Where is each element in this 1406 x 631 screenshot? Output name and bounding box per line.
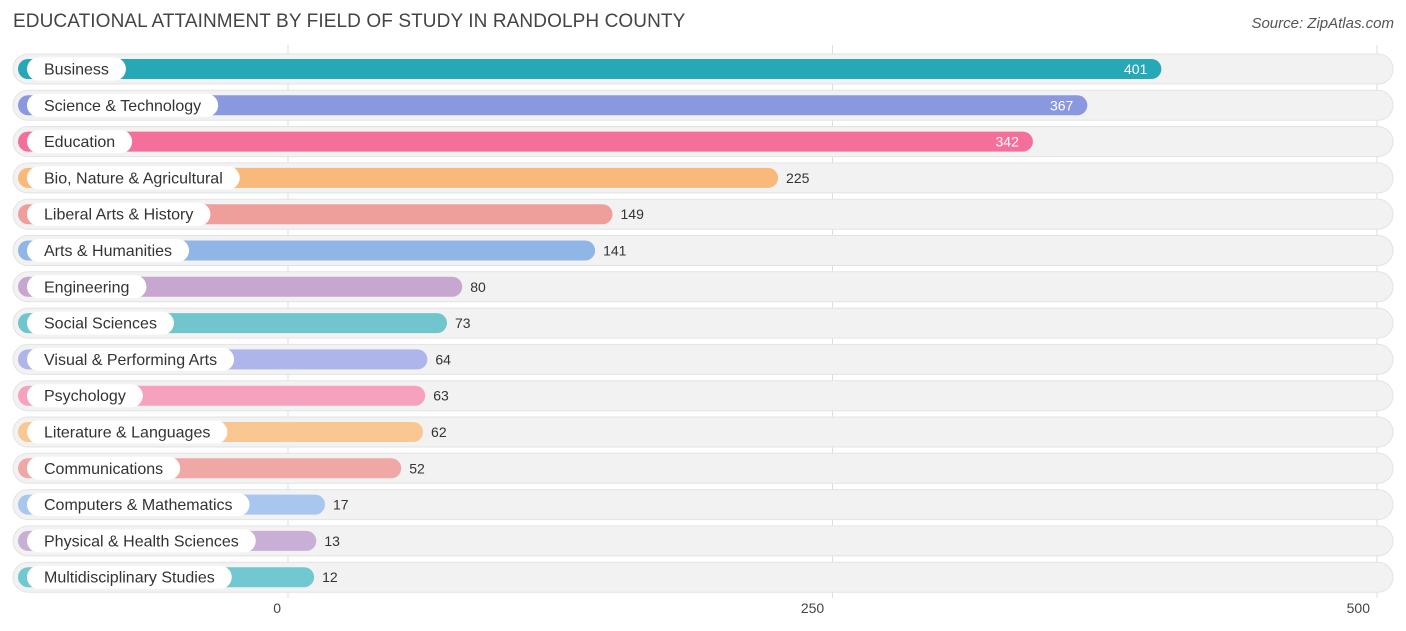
category-label-pill	[27, 166, 240, 190]
value-label: 367	[1050, 97, 1074, 113]
category-label-pill	[27, 202, 211, 226]
category-label-pill	[27, 529, 256, 553]
bar-row: Literature & Languages 62	[12, 416, 1394, 448]
category-label-pill	[27, 311, 174, 335]
bar-row: Business 401	[12, 53, 1394, 85]
bar-track	[12, 525, 1394, 557]
x-tick-label: 250	[801, 600, 825, 616]
bar-row: Education 342	[12, 126, 1394, 158]
value-label: 141	[603, 243, 627, 259]
category-label: Psychology	[44, 388, 126, 405]
chart-title: EDUCATIONAL ATTAINMENT BY FIELD OF STUDY…	[13, 11, 686, 32]
value-label: 17	[333, 497, 349, 513]
category-label-pill	[27, 384, 143, 408]
bar-row: Multidisciplinary Studies 12	[12, 561, 1394, 593]
value-label: 12	[322, 569, 338, 585]
category-label: Arts & Humanities	[44, 243, 172, 260]
x-tick-label: 500	[1347, 600, 1371, 616]
category-label: Multidisciplinary Studies	[44, 570, 215, 587]
value-label: 64	[435, 351, 451, 367]
value-label: 73	[455, 315, 471, 331]
bar-rows: Business 401 Science & Technology 367 Educat…	[12, 53, 1394, 593]
bar	[18, 59, 1162, 79]
bar	[18, 131, 1033, 152]
chart-source: Source: ZipAtlas.com	[1251, 15, 1394, 32]
category-label-pill	[27, 493, 250, 517]
bar-row: Arts & Humanities 141	[12, 235, 1394, 266]
value-label: 62	[431, 424, 447, 440]
bar-row: Visual & Performing Arts 64	[12, 343, 1394, 375]
value-label: 342	[996, 134, 1020, 150]
category-label: Engineering	[44, 279, 129, 296]
bar-row: Communications 52	[12, 452, 1394, 484]
bar-row: Computers & Mathematics 17	[12, 489, 1394, 521]
bar-row: Bio, Nature & Agricultural 225	[12, 162, 1394, 194]
category-label: Business	[44, 62, 109, 79]
bar	[18, 95, 1088, 116]
category-label-pill	[27, 456, 181, 480]
category-label: Communications	[44, 461, 163, 478]
bar-row: Liberal Arts & History 149	[12, 198, 1394, 230]
category-label-pill	[27, 57, 126, 81]
value-label: 80	[470, 279, 486, 295]
category-label-pill	[27, 130, 133, 154]
bar-track	[12, 489, 1394, 521]
category-label: Social Sciences	[44, 316, 157, 333]
value-label: 63	[433, 388, 449, 404]
bar-row: Physical & Health Sciences 13	[12, 525, 1394, 557]
category-label-pill	[27, 347, 235, 371]
x-tick-label: 0	[273, 600, 281, 616]
bar-row: Psychology 63	[12, 380, 1394, 412]
category-label: Physical & Health Sciences	[44, 533, 239, 550]
bar-track	[12, 561, 1394, 593]
category-label: Literature & Languages	[44, 425, 210, 442]
x-axis-ticks: 0 250 500	[273, 600, 1370, 616]
bar-row: Science & Technology 367	[12, 89, 1394, 121]
value-label: 149	[621, 206, 645, 222]
bar-row: Social Sciences 73	[12, 307, 1394, 339]
category-label: Science & Technology	[44, 98, 201, 115]
category-label: Education	[44, 134, 115, 151]
category-label-pill	[27, 565, 232, 589]
value-label: 13	[324, 533, 340, 549]
category-label: Liberal Arts & History	[44, 207, 193, 224]
category-label: Computers & Mathematics	[44, 497, 233, 514]
category-label-pill	[27, 420, 228, 444]
value-label: 225	[786, 170, 810, 186]
category-label: Bio, Nature & Agricultural	[44, 170, 223, 187]
category-label-pill	[27, 239, 190, 262]
category-label: Visual & Performing Arts	[44, 352, 217, 369]
value-label: 401	[1124, 61, 1148, 77]
bar-row: Engineering 80	[12, 271, 1394, 303]
category-label-pill	[27, 93, 219, 117]
value-label: 52	[409, 460, 425, 476]
category-label-pill	[27, 275, 147, 299]
